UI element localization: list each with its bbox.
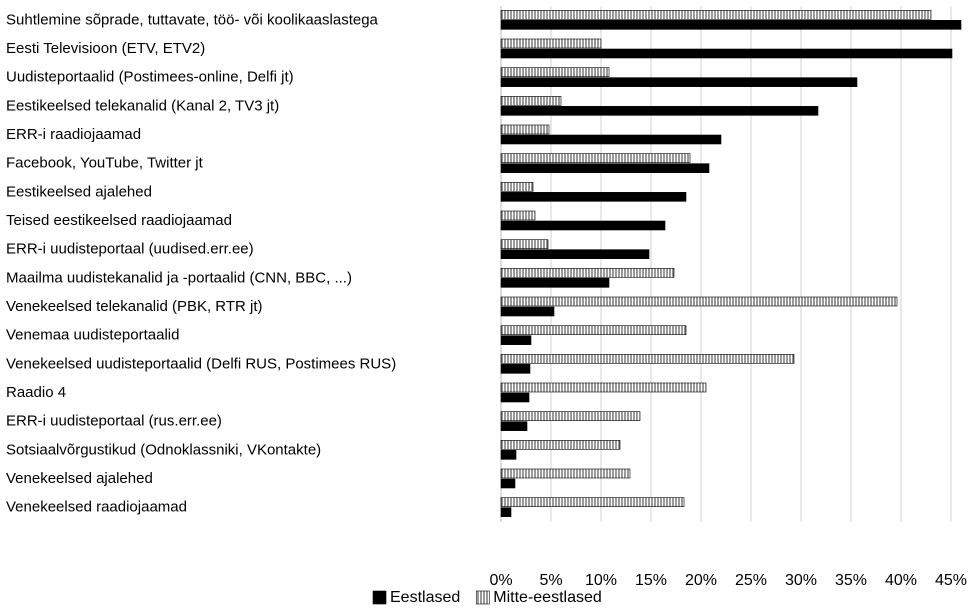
category-label: ERR-i uudisteportaal (uudised.err.ee) (6, 241, 254, 258)
bar (500, 192, 687, 202)
category-label: Teised eestikeelsed raadiojaamad (6, 212, 232, 229)
bar (500, 497, 685, 507)
bar (500, 411, 641, 421)
bar (500, 182, 534, 192)
category-label: Eestikeelsed ajalehed (6, 183, 152, 200)
category-label: Venekeelsed raadiojaamad (6, 499, 187, 516)
bar (500, 220, 666, 231)
bar (500, 306, 555, 317)
bar (500, 153, 691, 163)
bar (500, 96, 562, 106)
legend-swatch (372, 590, 387, 605)
legend-label: Mitte-eestlased (493, 589, 602, 606)
bar (500, 468, 631, 479)
category-label: Venekeelsed uudisteportaalid (Delfi RUS,… (6, 355, 396, 372)
bar (500, 124, 550, 135)
bar (500, 67, 610, 77)
bar (500, 325, 687, 335)
category-label: Facebook, YouTube, Twitter jt (6, 155, 204, 172)
x-tick-label: 40% (885, 572, 917, 589)
bar (500, 421, 528, 431)
category-label: Venemaa uudisteportaalid (6, 327, 179, 344)
category-label: Eesti Televisioon (ETV, ETV2) (6, 40, 205, 57)
bar (500, 249, 650, 259)
category-label: Raadio 4 (6, 384, 66, 401)
x-tick-label: 15% (635, 572, 667, 589)
category-label: Venekeelsed telekanalid (PBK, RTR jt) (6, 298, 263, 315)
bar (500, 450, 517, 460)
category-label: Eestikeelsed telekanalid (Kanal 2, TV3 j… (6, 97, 279, 114)
bar (500, 354, 795, 364)
category-label: Sotsiaalvõrgustikud (Odnoklassniki, VKon… (6, 441, 321, 458)
bar (500, 478, 516, 489)
x-tick-label: 20% (685, 572, 717, 589)
bar (500, 382, 707, 393)
bar (500, 20, 962, 30)
bar (500, 106, 819, 116)
bar (500, 48, 953, 59)
bar (500, 134, 722, 145)
bar (500, 10, 932, 20)
x-tick-label: 30% (785, 572, 817, 589)
bar (500, 364, 531, 374)
category-label: ERR-i raadiojaamad (6, 126, 141, 143)
bar (500, 163, 710, 173)
x-tick-label: 25% (735, 572, 767, 589)
category-label: Suhtlemine sõprade, tuttavate, töö- või … (6, 11, 379, 28)
bar (500, 392, 530, 403)
x-tick-label: 35% (835, 572, 867, 589)
bar (500, 77, 858, 87)
legend-swatch (475, 590, 490, 605)
bar (500, 210, 536, 221)
bar (500, 296, 898, 307)
x-tick-label: 45% (935, 572, 967, 589)
bar (500, 335, 532, 345)
bar (500, 440, 621, 450)
x-tick-label: 5% (539, 572, 562, 589)
bar (500, 239, 549, 249)
bar (500, 38, 602, 49)
bar (500, 278, 610, 288)
bar (500, 268, 675, 278)
category-label: Uudisteportaalid (Postimees-online, Delf… (6, 69, 294, 86)
x-tick-label: 10% (585, 572, 617, 589)
x-tick-label: 0% (489, 572, 512, 589)
bar (500, 507, 512, 517)
category-label: Maailma uudistekanalid ja -portaalid (CN… (6, 269, 352, 286)
category-label: ERR-i uudisteportaal (rus.err.ee) (6, 413, 222, 430)
category-label: Venekeelsed ajalehed (6, 470, 153, 487)
legend-label: Eestlased (390, 589, 460, 606)
